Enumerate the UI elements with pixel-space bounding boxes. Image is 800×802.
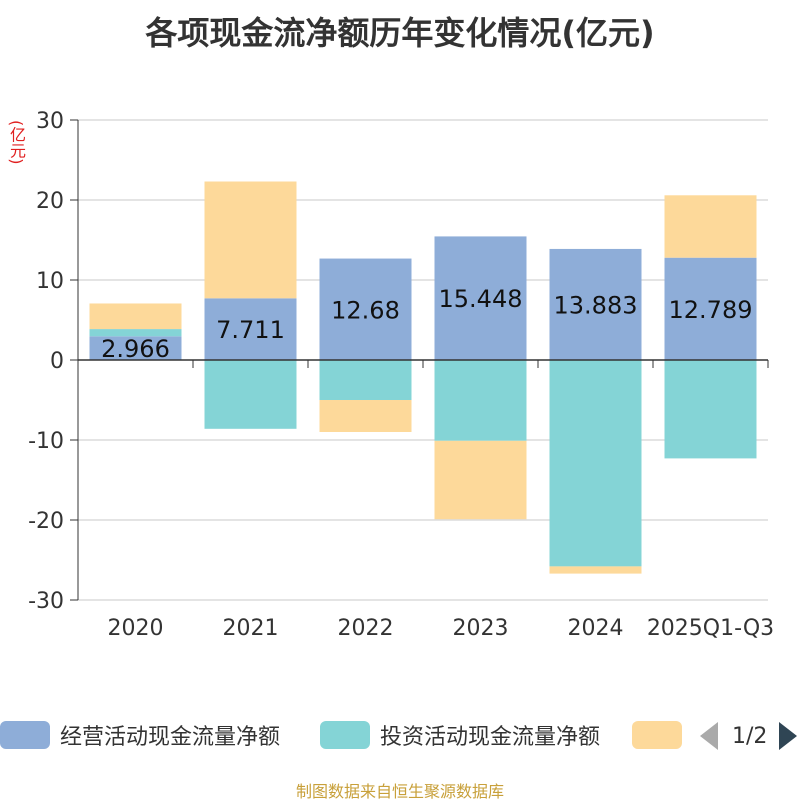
y-tick-label: 30 xyxy=(36,109,64,134)
bar-investing-2023[interactable] xyxy=(434,360,527,441)
bar-financing-2021[interactable] xyxy=(204,181,297,299)
pager-text: 1/2 xyxy=(732,723,768,749)
x-tick-label: 2023 xyxy=(453,616,509,641)
bar-financing-2022[interactable] xyxy=(319,400,412,432)
legend-swatch-operating xyxy=(0,721,50,749)
x-tick-label: 2024 xyxy=(568,616,624,641)
y-tick-label: 10 xyxy=(36,269,64,294)
legend-label-investing: 投资活动现金流量净额 xyxy=(380,725,601,750)
bar-operating-2021[interactable] xyxy=(204,298,297,360)
data-label-2025Q1-Q3: 12.789 xyxy=(669,296,753,324)
chart-title: 各项现金流净额历年变化情况(亿元) xyxy=(145,14,655,52)
y-tick-label: 20 xyxy=(36,189,64,214)
y-tick-label: -10 xyxy=(28,429,64,454)
bar-financing-2023[interactable] xyxy=(434,440,527,520)
y-axis-unit-label: (亿元) xyxy=(7,120,26,165)
bar-operating-2024[interactable] xyxy=(549,248,642,360)
bar-operating-2022[interactable] xyxy=(319,258,412,360)
bar-operating-2020[interactable] xyxy=(89,336,182,360)
bar-operating-2025Q1-Q3[interactable] xyxy=(664,257,757,360)
bar-investing-2022[interactable] xyxy=(319,360,412,400)
y-tick-label: 0 xyxy=(50,349,64,374)
data-label-2020: 2.966 xyxy=(101,335,170,363)
bar-investing-2024[interactable] xyxy=(549,360,642,567)
bar-financing-2024[interactable] xyxy=(549,566,642,574)
y-tick-label: -30 xyxy=(28,589,64,614)
x-tick-label: 2020 xyxy=(108,616,164,641)
x-tick-label: 2025Q1-Q3 xyxy=(647,616,774,641)
bar-investing-2025Q1-Q3[interactable] xyxy=(664,360,757,459)
pager-prev-icon[interactable] xyxy=(700,722,718,750)
y-tick-label: -20 xyxy=(28,509,64,534)
legend-item-investing[interactable]: 投资活动现金流量净额 xyxy=(320,720,600,750)
pager-next-icon[interactable] xyxy=(779,722,798,750)
data-label-2022: 12.68 xyxy=(331,296,400,324)
x-tick-label: 2022 xyxy=(338,616,394,641)
legend-item-operating[interactable]: 经营活动现金流量净额 xyxy=(0,720,280,750)
data-label-2021: 7.711 xyxy=(216,316,285,344)
bar-operating-2023[interactable] xyxy=(434,236,527,360)
legend: 经营活动现金流量净额 投资活动现金流量净额 1/2 xyxy=(0,712,800,758)
bar-financing-2025Q1-Q3[interactable] xyxy=(664,195,757,258)
chart-area: 30 20 10 0 -10 -20 -30 2.966 2020 7.711 2021 12.68 2… xyxy=(28,109,774,641)
legend-item-financing[interactable] xyxy=(632,720,692,750)
bar-investing-2021[interactable] xyxy=(204,360,297,429)
legend-label-operating: 经营活动现金流量净额 xyxy=(60,725,281,750)
legend-pager: 1/2 xyxy=(700,722,798,750)
legend-swatch-investing xyxy=(320,721,370,749)
x-tick-label: 2021 xyxy=(223,616,279,641)
data-label-2023: 15.448 xyxy=(439,285,523,313)
bar-investing-2020[interactable] xyxy=(89,329,182,337)
data-label-2024: 13.883 xyxy=(554,291,638,319)
legend-swatch-financing xyxy=(632,721,682,749)
source-note: 制图数据来自恒生聚源数据库 xyxy=(295,782,504,801)
bar-financing-2020[interactable] xyxy=(89,303,182,330)
